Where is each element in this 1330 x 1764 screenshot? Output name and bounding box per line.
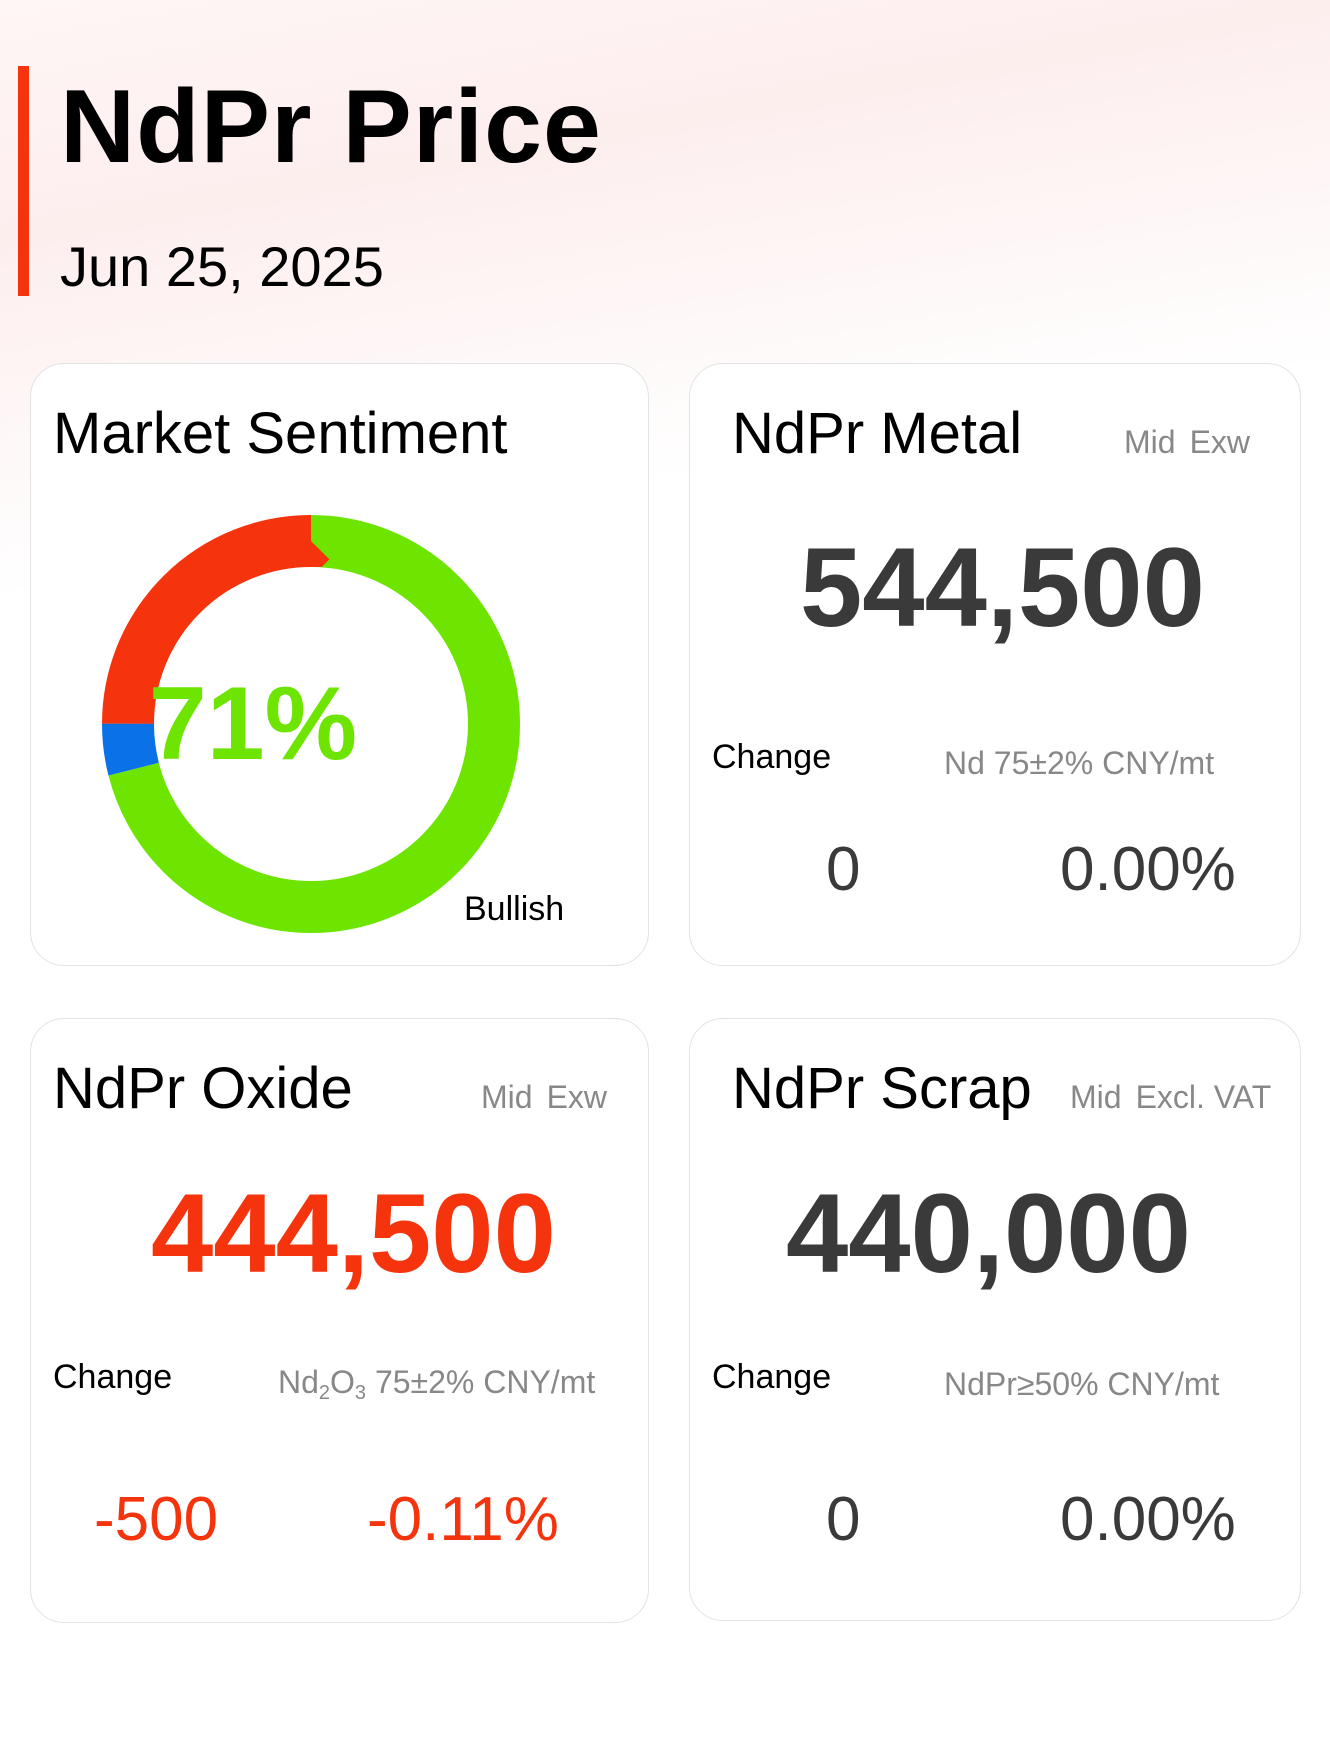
- price-basis: Mid Excl. VAT: [1070, 1079, 1271, 1116]
- change-absolute: 0: [826, 1485, 861, 1554]
- card-title: NdPr Oxide: [53, 1056, 353, 1121]
- page-date: Jun 25, 2025: [60, 235, 384, 298]
- change-label: Change: [53, 1358, 173, 1396]
- change-absolute: -500: [94, 1485, 219, 1554]
- delivery-basis: Exw: [1189, 424, 1251, 460]
- change-absolute: 0: [826, 835, 861, 904]
- product-spec: Nd 75±2% CNY/mt: [944, 745, 1215, 781]
- price-basis: Mid Exw: [481, 1079, 607, 1116]
- donut-segment-bearish: [102, 515, 520, 933]
- change-percent: 0.00%: [1060, 835, 1236, 904]
- header-accent-bar: [18, 66, 29, 296]
- price-value: 544,500: [800, 525, 1205, 650]
- delivery-basis: Exw: [546, 1079, 608, 1115]
- sentiment-caption: Bullish: [464, 890, 565, 928]
- price-value: 444,500: [151, 1171, 556, 1296]
- price-value: 440,000: [786, 1171, 1191, 1296]
- price-basis: Mid Exw: [1124, 424, 1250, 461]
- price-type: Mid: [481, 1079, 533, 1115]
- change-percent: 0.00%: [1060, 1485, 1236, 1554]
- product-spec: Nd2O3 75±2% CNY/mt: [278, 1364, 596, 1404]
- price-type: Mid: [1124, 424, 1176, 460]
- sentiment-donut-chart: [102, 515, 520, 933]
- ndpr-metal-card: NdPr Metal Mid Exw 544,500 Change Nd 75±2…: [689, 363, 1301, 966]
- card-title: NdPr Scrap: [732, 1056, 1032, 1121]
- sentiment-percentage: 71%: [148, 666, 358, 782]
- change-label: Change: [712, 738, 832, 776]
- change-label: Change: [712, 1358, 832, 1396]
- change-percent: -0.11%: [367, 1485, 559, 1554]
- ndpr-oxide-card: NdPr Oxide Mid Exw 444,500 Change Nd2O3 7…: [30, 1018, 649, 1623]
- product-spec: NdPr≥50% CNY/mt: [944, 1366, 1220, 1402]
- card-title: NdPr Metal: [732, 401, 1023, 466]
- ndpr-scrap-card: NdPr Scrap Mid Excl. VAT 440,000 Change N…: [689, 1018, 1301, 1621]
- price-type: Mid: [1070, 1079, 1122, 1115]
- page-title: NdPr Price: [60, 69, 602, 185]
- donut-segment-neutral: [102, 515, 520, 933]
- market-sentiment-card: Market Sentiment 71% Bullish: [30, 363, 649, 966]
- card-title: Market Sentiment: [53, 401, 508, 466]
- tax-basis: Excl. VAT: [1135, 1079, 1272, 1115]
